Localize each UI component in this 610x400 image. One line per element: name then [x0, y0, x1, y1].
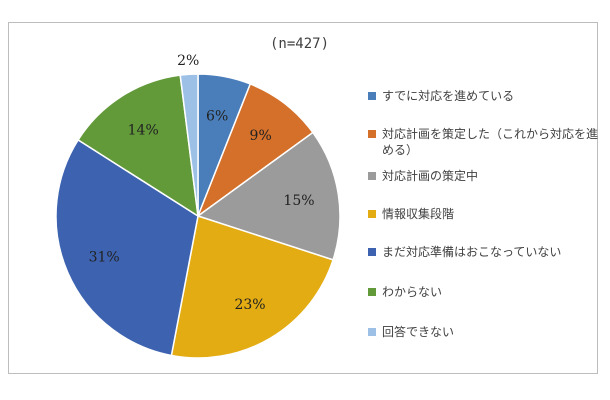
legend-label: 情報収集段階 — [382, 207, 455, 221]
legend-swatch — [368, 210, 376, 218]
legend-swatch — [368, 130, 376, 138]
legend-label: 対応計画の策定中 — [382, 169, 479, 183]
legend-item: 対応計画の策定中 — [368, 168, 598, 184]
legend-swatch — [368, 172, 376, 180]
pie-labels: 6% 9% 15% 23% 31% 14% 2% — [89, 53, 315, 313]
legend-label: わからない — [382, 285, 443, 299]
pie-slice — [179, 73, 199, 217]
legend-swatch — [368, 92, 376, 100]
legend-label: すでに対応を進めている — [382, 89, 515, 103]
slice-value-label: 9% — [250, 128, 272, 144]
legend-item: 回答できない — [368, 324, 598, 340]
legend-item: まだ対応準備はおこなっていない — [368, 244, 598, 260]
legend-label: 回答できない — [382, 325, 455, 339]
slice-value-label: 23% — [234, 297, 265, 313]
pie-slice — [170, 215, 334, 359]
slice-value-label: 31% — [89, 250, 120, 266]
legend-swatch — [368, 248, 376, 256]
pie-slice — [196, 82, 314, 219]
pie-slice — [77, 74, 199, 218]
legend-item: すでに対応を進めている — [368, 88, 598, 104]
legend-item: わからない — [368, 284, 598, 300]
slice-value-label: 6% — [206, 109, 228, 125]
slice-value-label: 15% — [283, 193, 314, 209]
legend-item: 対応計画を策定した（これから対応を進める） — [368, 126, 598, 158]
slice-value-label: 2% — [177, 53, 199, 69]
legend-label: 対応計画を策定した（これから対応を進める） — [382, 127, 599, 157]
chart-title: (n=427) — [270, 36, 330, 52]
pie-slice — [196, 131, 341, 261]
legend-label: まだ対応準備はおこなっていない — [382, 245, 562, 259]
legend-item: 情報収集段階 — [368, 206, 598, 222]
legend-swatch — [368, 328, 376, 336]
legend-swatch — [368, 288, 376, 296]
pie-slices — [55, 73, 341, 359]
slice-value-label: 14% — [128, 123, 159, 139]
